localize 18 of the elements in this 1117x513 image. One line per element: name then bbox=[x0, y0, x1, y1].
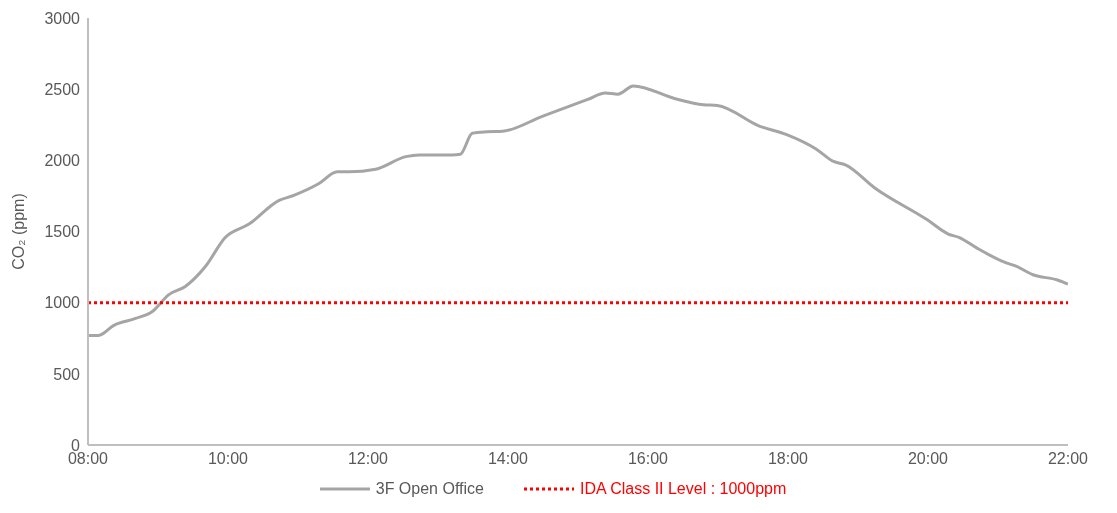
y-tick-label: 3000 bbox=[44, 9, 81, 27]
x-tick-label: 12:00 bbox=[347, 450, 389, 468]
y-axis-title: CO₂ (ppm) bbox=[9, 193, 27, 270]
x-tick-label: 14:00 bbox=[487, 450, 529, 468]
y-tick-label: 1000 bbox=[44, 294, 81, 312]
x-tick-label: 20:00 bbox=[907, 450, 949, 468]
x-tick-label: 10:00 bbox=[207, 450, 249, 468]
legend-label: 3F Open Office bbox=[375, 480, 484, 498]
x-tick-label: 18:00 bbox=[767, 450, 809, 468]
legend-label: IDA Class II Level : 1000ppm bbox=[579, 480, 787, 498]
y-tick-label: 2500 bbox=[44, 80, 81, 98]
line-series bbox=[88, 84, 1068, 337]
x-tick-label: 08:00 bbox=[67, 450, 109, 468]
y-tick-label: 500 bbox=[53, 365, 81, 383]
x-tick-label: 22:00 bbox=[1047, 450, 1089, 468]
y-tick-label: 1500 bbox=[44, 223, 81, 241]
x-tick-label: 16:00 bbox=[627, 450, 669, 468]
y-tick-label: 2000 bbox=[44, 152, 81, 170]
